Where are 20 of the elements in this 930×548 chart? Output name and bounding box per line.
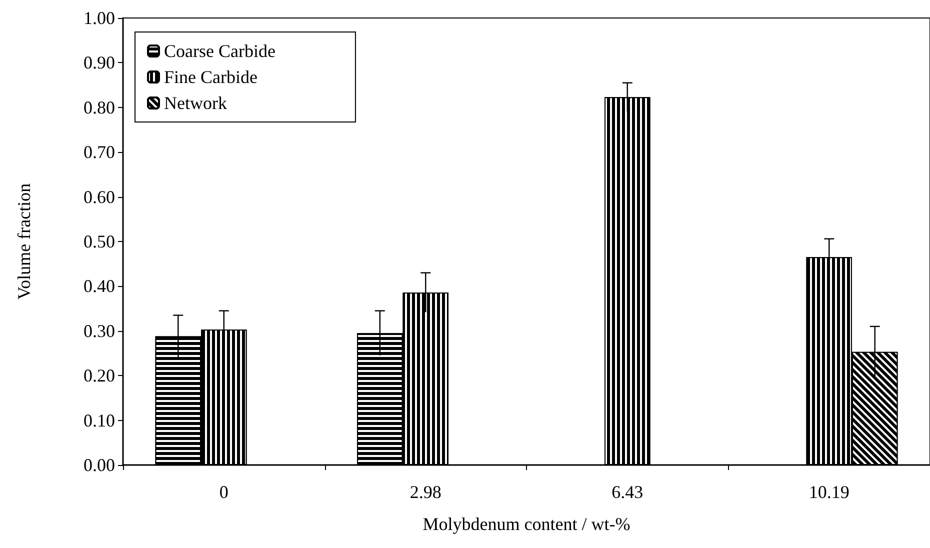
legend-label: Coarse Carbide	[164, 41, 276, 61]
y-tick-label: 0.20	[84, 366, 115, 386]
x-tick-label: 6.43	[612, 482, 644, 502]
y-tick-label: 0.90	[84, 52, 115, 73]
y-tick-label: 0.00	[84, 455, 115, 475]
y-tick-label: 0.30	[84, 320, 115, 341]
y-tick-label: 0.60	[84, 186, 115, 207]
y-tick-label: 0.40	[84, 276, 115, 296]
y-tick-label: 0.50	[84, 232, 115, 252]
x-axis-title: Molybdenum content / wt-%	[422, 514, 630, 534]
x-tick-label: 10.19	[808, 482, 850, 502]
y-tick-label: 0.70	[84, 142, 115, 162]
x-tick-label: 2.98	[410, 482, 442, 502]
y-tick-label: 0.80	[84, 97, 115, 118]
y-axis-title: Volume fraction	[14, 183, 34, 300]
y-tick-label: 1.00	[84, 8, 115, 28]
legend-label: Fine Carbide	[164, 67, 258, 87]
x-tick-label: 0	[219, 482, 228, 502]
y-tick-label: 0.10	[84, 410, 115, 430]
legend-label: Network	[164, 93, 227, 113]
